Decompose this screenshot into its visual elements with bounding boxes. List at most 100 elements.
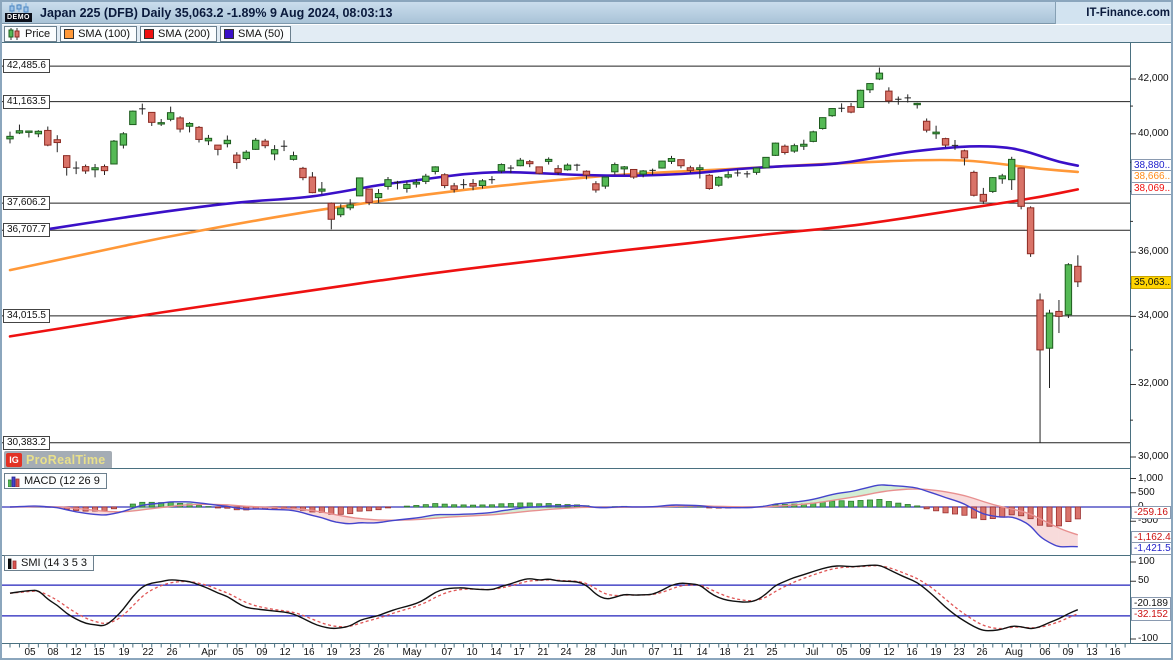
brand-link[interactable]: IT-Finance.com <box>1055 2 1171 24</box>
candle-body <box>847 106 855 113</box>
macd-histogram-bar <box>488 504 495 508</box>
smi-legend-chip[interactable]: SMI (14 3 5 3 <box>4 555 95 571</box>
x-axis-label: 09 <box>256 647 268 658</box>
macd-axis-tick: 1,000 <box>1138 472 1164 484</box>
candle-body <box>875 72 884 80</box>
price-level-label[interactable]: 34,015.5 <box>3 308 50 323</box>
macd-legend-chip[interactable]: MACD (12 26 9 <box>4 473 107 489</box>
macd-histogram-bar <box>895 502 902 508</box>
price-panel[interactable] <box>2 65 1130 444</box>
candle-body <box>185 122 194 127</box>
smi-axis-tick: -100 <box>1138 633 1159 644</box>
candle-body <box>620 166 628 170</box>
app-icon-cluster: DEMO <box>2 2 36 24</box>
macd-histogram-bar <box>356 506 363 512</box>
candle-body <box>1055 310 1063 317</box>
smi-line <box>9 564 1079 632</box>
candle-body <box>384 179 392 187</box>
macd-histogram-bar <box>403 505 410 508</box>
candle-body <box>526 161 534 165</box>
candle-body <box>771 142 780 156</box>
macd-legend-label: MACD (12 26 9 <box>24 475 100 487</box>
price-level-label[interactable]: 37,606.2 <box>3 196 50 211</box>
candle-body <box>677 159 685 167</box>
macd-histogram-bar <box>347 506 354 515</box>
x-axis-label: 16 <box>906 647 918 658</box>
candle-body <box>214 144 222 150</box>
smi-signal-line <box>9 565 1079 630</box>
candle-body <box>941 138 950 146</box>
macd-icon <box>8 476 20 487</box>
candle-body <box>91 167 99 171</box>
x-axis-label: 05 <box>24 647 36 658</box>
x-axis-label: 16 <box>1109 647 1121 658</box>
candle-body <box>960 150 969 159</box>
legend-chip-sma200[interactable]: SMA (200) <box>140 25 217 42</box>
sma200-line <box>8 188 1080 338</box>
macd-fill <box>1058 528 1069 548</box>
candle-body <box>441 174 449 187</box>
candle-body <box>913 102 921 106</box>
candle-body <box>195 126 203 140</box>
candle-body <box>752 167 761 173</box>
candle-body <box>1045 312 1054 349</box>
legend-chip-sma50[interactable]: SMA (50) <box>220 25 291 42</box>
watermark: IG ProRealTime <box>4 451 112 469</box>
x-axis-label: 11 <box>672 647 684 658</box>
x-axis-label: 12 <box>70 647 82 658</box>
candle-body <box>166 112 175 120</box>
price-level-label[interactable]: 42,485.6 <box>3 59 50 74</box>
candle-body <box>970 171 978 196</box>
macd-histogram-bar <box>214 506 221 509</box>
price-level-label[interactable]: 41,163.5 <box>3 94 50 109</box>
macd-fill <box>964 495 974 510</box>
macd-histogram-bar <box>989 506 996 520</box>
candle-body <box>403 183 411 189</box>
x-axis-label: 14 <box>696 647 708 658</box>
legend-chip-label: SMA (50) <box>238 27 284 40</box>
candle-body <box>554 168 562 173</box>
sma100-swatch-icon <box>64 28 75 39</box>
legend-chip-price[interactable]: Price <box>4 25 58 42</box>
smi-legend-label: SMI (14 3 5 3 <box>21 557 88 569</box>
candle-body <box>611 164 619 173</box>
candle-body <box>639 170 647 175</box>
macd-fill <box>879 484 889 493</box>
candle-body <box>299 167 307 179</box>
x-axis-label: 12 <box>279 647 291 658</box>
candle-body <box>346 204 354 209</box>
x-axis-label: 21 <box>743 647 755 658</box>
legend-chip-sma100[interactable]: SMA (100) <box>60 25 138 42</box>
candle-body <box>1026 207 1035 255</box>
x-axis-label: 24 <box>560 647 572 658</box>
candle-body <box>932 131 940 135</box>
legend-chip-label: SMA (200) <box>158 27 210 40</box>
candle-body <box>535 166 543 174</box>
candle-body <box>601 176 610 187</box>
candle-body <box>81 166 90 172</box>
macd-histogram-bar <box>876 499 883 508</box>
candle-body <box>989 177 997 192</box>
price-level-label[interactable]: 36,707.7 <box>3 223 50 238</box>
candle-body <box>355 177 364 197</box>
macd-histogram-bar <box>545 503 552 508</box>
x-axis-label: 12 <box>883 647 895 658</box>
x-axis-label: 09 <box>859 647 871 658</box>
macd-panel[interactable] <box>2 484 1130 548</box>
candle-body <box>34 130 43 135</box>
smi-panel[interactable] <box>2 564 1130 632</box>
macd-histogram-bar <box>1008 506 1015 516</box>
watermark-name: ProRealTime <box>26 453 106 467</box>
candle-body <box>715 176 723 186</box>
candle-body <box>157 122 165 125</box>
x-axis-label: 23 <box>953 647 965 658</box>
candle-body <box>44 129 52 146</box>
x-axis-label: 22 <box>142 647 154 658</box>
price-level-label[interactable]: 30,383.2 <box>3 435 50 450</box>
macd-histogram-bar <box>1055 506 1062 527</box>
macd-histogram-bar <box>1065 506 1072 523</box>
x-axis-label: 10 <box>466 647 478 658</box>
macd-histogram-bar <box>1046 506 1053 527</box>
candle-body <box>337 207 345 216</box>
